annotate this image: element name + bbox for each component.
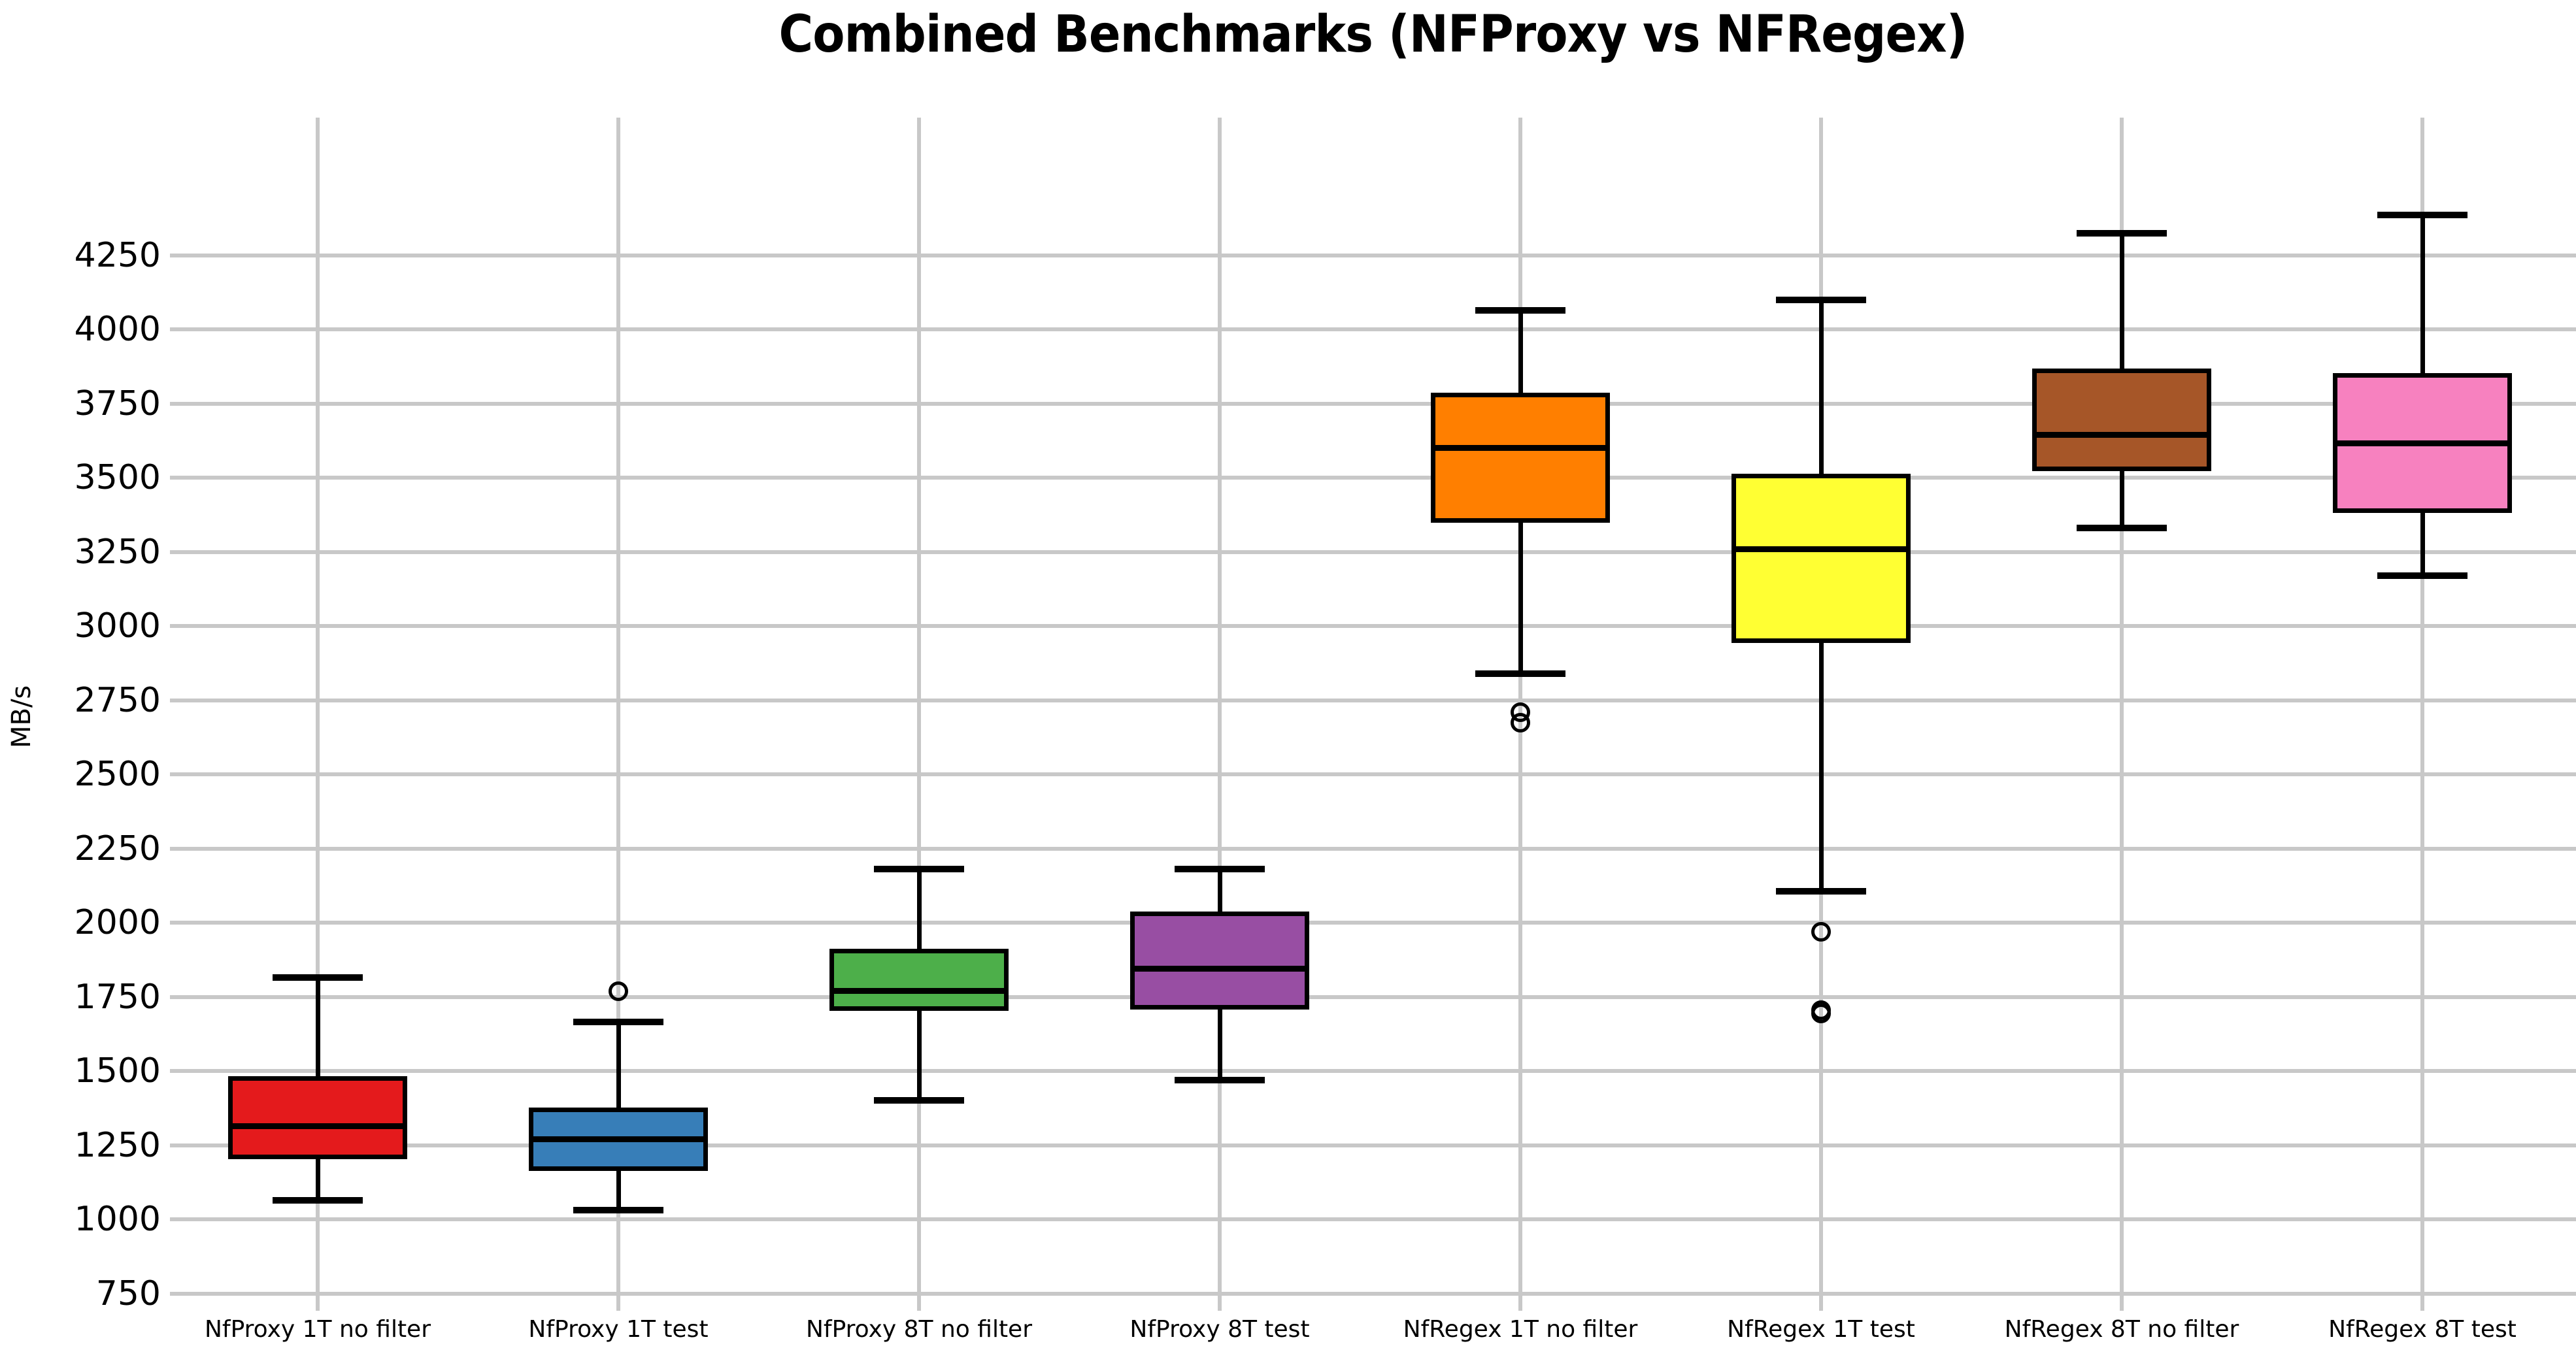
lower-whisker — [616, 1168, 621, 1211]
upper-whisker-cap — [874, 866, 964, 873]
y-tick-label: 3000 — [74, 606, 161, 646]
median-line — [1731, 546, 1911, 552]
upper-whisker — [1518, 310, 1523, 395]
lower-whisker-cap — [273, 1196, 363, 1204]
upper-whisker — [1217, 869, 1222, 914]
y-gridline — [170, 550, 2576, 554]
median-line — [228, 1123, 407, 1129]
lower-whisker-cap — [2377, 572, 2467, 579]
median-line — [1431, 445, 1610, 452]
y-gridline — [170, 995, 2576, 999]
y-tick-label: 3500 — [74, 458, 161, 498]
lower-whisker — [315, 1157, 320, 1200]
upper-whisker-cap — [2377, 212, 2467, 219]
upper-whisker-cap — [2077, 229, 2167, 237]
y-tick-label: 750 — [95, 1274, 161, 1313]
y-tick-label: 1000 — [74, 1200, 161, 1240]
median-line — [2333, 440, 2512, 447]
upper-whisker-cap — [273, 974, 363, 981]
median-line — [529, 1136, 708, 1142]
upper-whisker — [315, 978, 320, 1079]
upper-whisker — [916, 869, 922, 951]
box — [829, 948, 1009, 1011]
x-gridline — [2120, 118, 2124, 1311]
y-tick-label: 4000 — [74, 310, 161, 350]
lower-whisker-cap — [2077, 525, 2167, 532]
y-gridline — [170, 1217, 2576, 1222]
median-line — [829, 988, 1009, 994]
lower-whisker-cap — [874, 1097, 964, 1104]
box — [2032, 369, 2211, 471]
lower-whisker-cap — [573, 1207, 663, 1214]
lower-whisker-cap — [1175, 1076, 1265, 1083]
lower-whisker-cap — [1776, 888, 1866, 895]
median-line — [2032, 431, 2211, 438]
x-category-label: NfRegex 1T no filter — [1403, 1316, 1638, 1343]
x-gridline — [2420, 118, 2424, 1311]
y-gridline — [170, 624, 2576, 629]
box — [1130, 911, 1309, 1010]
upper-whisker-cap — [1175, 866, 1265, 873]
y-gridline — [170, 401, 2576, 406]
chart-title: Combined Benchmarks (NFProxy vs NFRegex) — [778, 5, 1968, 64]
upper-whisker — [2420, 215, 2425, 376]
x-gridline — [1218, 118, 1222, 1311]
y-gridline — [170, 772, 2576, 777]
upper-whisker — [2119, 233, 2124, 371]
upper-whisker — [616, 1022, 621, 1110]
upper-whisker-cap — [1776, 296, 1866, 303]
outlier-point — [1811, 1003, 1831, 1023]
x-category-label: NfRegex 1T test — [1727, 1316, 1915, 1343]
y-tick-label: 2750 — [74, 680, 161, 720]
box — [1731, 474, 1911, 644]
x-category-label: NfProxy 1T no filter — [204, 1316, 431, 1343]
box — [228, 1076, 407, 1160]
upper-whisker-cap — [1475, 306, 1565, 314]
y-tick-label: 1250 — [74, 1125, 161, 1165]
lower-whisker-cap — [1475, 670, 1565, 677]
lower-whisker — [2119, 469, 2124, 529]
upper-whisker — [1818, 299, 1824, 476]
x-gridline — [616, 118, 620, 1311]
y-tick-label: 2500 — [74, 755, 161, 795]
y-tick-label: 1750 — [74, 977, 161, 1017]
x-category-label: NfProxy 8T test — [1129, 1316, 1310, 1343]
median-line — [1130, 965, 1309, 972]
outlier-point — [1511, 712, 1530, 732]
y-gridline — [170, 1069, 2576, 1074]
lower-whisker — [2420, 510, 2425, 576]
y-tick-label: 1500 — [74, 1051, 161, 1091]
y-gridline — [170, 1143, 2576, 1147]
outlier-point — [609, 981, 628, 1001]
y-tick-label: 4250 — [74, 235, 161, 275]
x-category-label: NfRegex 8T no filter — [2004, 1316, 2239, 1343]
y-tick-label: 3250 — [74, 532, 161, 572]
lower-whisker — [1217, 1007, 1222, 1080]
lower-whisker — [916, 1008, 922, 1101]
y-gridline — [170, 921, 2576, 925]
y-tick-label: 2250 — [74, 829, 161, 868]
lower-whisker — [1818, 640, 1824, 892]
y-gridline — [170, 327, 2576, 332]
upper-whisker-cap — [573, 1019, 663, 1026]
x-category-label: NfRegex 8T test — [2328, 1316, 2517, 1343]
y-gridline — [170, 1291, 2576, 1296]
y-gridline — [170, 476, 2576, 480]
y-gridline — [170, 846, 2576, 851]
y-tick-label: 2000 — [74, 903, 161, 943]
outlier-point — [1811, 921, 1831, 942]
x-category-label: NfProxy 1T test — [528, 1316, 709, 1343]
x-category-label: NfProxy 8T no filter — [805, 1316, 1033, 1343]
y-gridline — [170, 698, 2576, 702]
y-gridline — [170, 253, 2576, 257]
lower-whisker — [1518, 520, 1523, 674]
y-tick-label: 3750 — [74, 384, 161, 423]
x-gridline — [917, 118, 921, 1311]
x-gridline — [316, 118, 320, 1311]
box — [1431, 392, 1610, 523]
